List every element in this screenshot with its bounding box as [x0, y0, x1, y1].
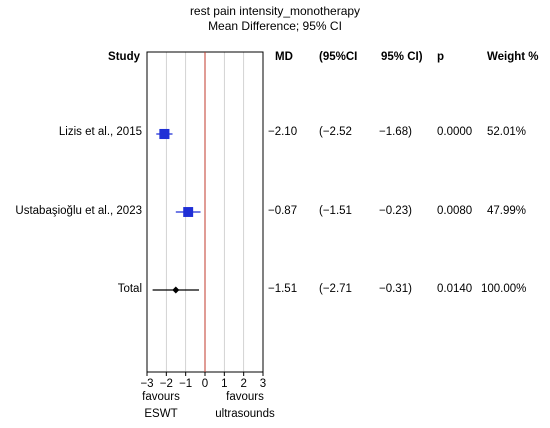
header-study: Study [108, 51, 140, 63]
ci-high-total: −0.31) [379, 283, 412, 295]
chart-title: rest pain intensity_monotherapy [189, 4, 361, 18]
md-2: −0.87 [268, 205, 298, 217]
x-axis: −3 −2 −1 0 1 2 3 [140, 372, 266, 390]
total-diamond [172, 286, 180, 294]
weight-2: 47.99% [487, 205, 527, 217]
study-name-1: Lizis et al., 2015 [58, 126, 142, 138]
p-1: 0.0000 [437, 126, 473, 138]
md-1: −2.10 [268, 126, 298, 138]
header-md: MD [275, 51, 293, 63]
ci-low-total: (−2.71 [319, 283, 352, 295]
favours-left-line2: ESWT [144, 408, 178, 420]
header-weight: Weight % [487, 51, 539, 63]
x-tick-label: −3 [140, 378, 153, 390]
favours-right-line1: favours [226, 391, 264, 403]
study-marks [152, 128, 201, 294]
ci-low-1: (−2.52 [319, 126, 352, 138]
study-name-total: Total [117, 283, 142, 295]
x-tick-label: 0 [202, 378, 208, 390]
header-p: p [437, 51, 445, 63]
point-estimate-square [183, 207, 194, 217]
study-name-2: Ustabaşioğlu et al., 2023 [15, 205, 142, 217]
favours-left-line1: favours [142, 391, 180, 403]
x-tick-label: 2 [240, 378, 246, 390]
p-total: 0.0140 [437, 283, 473, 295]
weight-1: 52.01% [487, 126, 527, 138]
weight-total: 100.00% [481, 283, 527, 295]
point-estimate-square [159, 128, 170, 140]
favours-right-line2: ultrasounds [215, 408, 275, 420]
chart-subtitle: Mean Difference; 95% CI [208, 19, 342, 33]
ci-low-2: (−1.51 [319, 205, 352, 217]
header-ci-high: 95% CI) [381, 51, 423, 63]
header-ci-low: (95%CI [319, 51, 358, 63]
md-total: −1.51 [268, 283, 298, 295]
ci-high-1: −1.68) [379, 126, 412, 138]
x-tick-label: 1 [221, 378, 227, 390]
x-tick-label: 3 [260, 378, 266, 390]
ci-high-2: −0.23) [379, 205, 412, 217]
x-tick-label: −2 [160, 378, 173, 390]
x-tick-label: −1 [179, 378, 192, 390]
p-2: 0.0080 [437, 205, 473, 217]
